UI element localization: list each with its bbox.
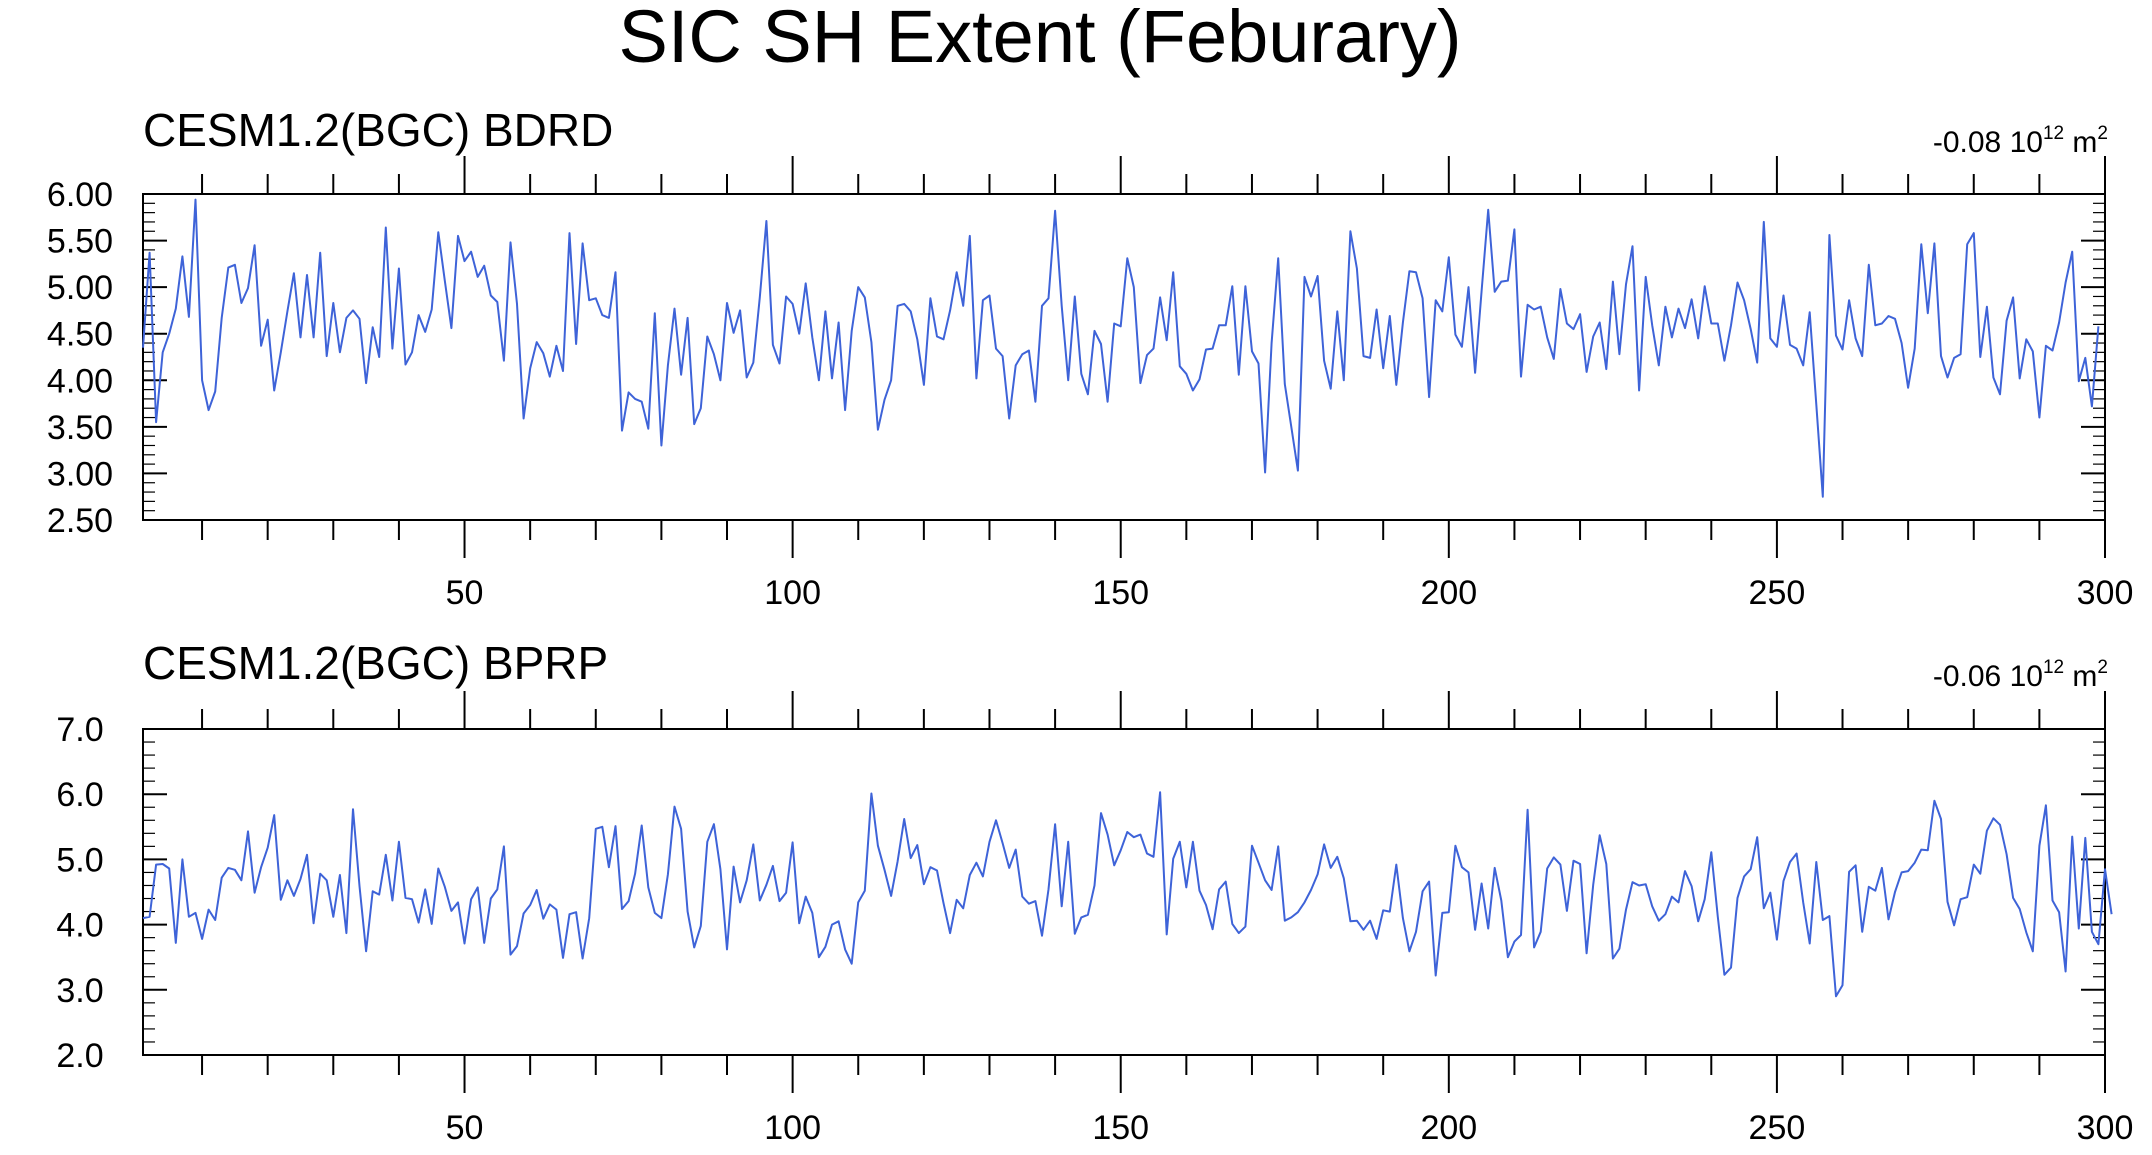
y-tick-label: 3.0 bbox=[56, 972, 103, 1010]
y-tick-label: 2.0 bbox=[56, 1037, 103, 1075]
chart-panel-bdrd: CESM1.2(BGC) BDRD -0.08 1012 m2 2.50 3.00… bbox=[47, 104, 2133, 612]
x-tick-label: 150 bbox=[1092, 574, 1149, 612]
panel-annotation: -0.06 1012 m2 bbox=[1933, 657, 2108, 693]
axes-group: 2.50 3.00 3.50 4.00 4.50 5.00 5.50 6.00 50 100 150… bbox=[47, 156, 2133, 612]
x-tick-label: 300 bbox=[2077, 574, 2134, 612]
plot-frame bbox=[142, 193, 2106, 521]
y-tick-label: 6.00 bbox=[47, 176, 113, 214]
chart-panel-bprp: CESM1.2(BGC) BPRP -0.06 1012 m2 2.0 3.0 4.… bbox=[56, 637, 2133, 1147]
y-tick-label: 4.0 bbox=[56, 907, 103, 945]
panel-title: CESM1.2(BGC) BDRD bbox=[143, 104, 613, 156]
x-tick-label: 50 bbox=[446, 574, 484, 612]
y-tick-label: 5.50 bbox=[47, 223, 113, 261]
x-tick-label: 100 bbox=[764, 574, 821, 612]
y-tick-label: 3.50 bbox=[47, 409, 113, 447]
figure-title: SIC SH Extent (Feburary) bbox=[618, 0, 1461, 78]
y-tick-label: 6.0 bbox=[56, 776, 103, 814]
plot-frame bbox=[142, 728, 2106, 1056]
panel-annotation: -0.08 1012 m2 bbox=[1933, 123, 2108, 159]
y-tick-label: 4.50 bbox=[47, 316, 113, 354]
x-tick-label: 100 bbox=[764, 1109, 821, 1147]
y-tick-label: 4.00 bbox=[47, 362, 113, 400]
y-tick-label: 5.0 bbox=[56, 841, 103, 879]
series-line bbox=[142, 198, 2100, 498]
x-tick-label: 250 bbox=[1749, 1109, 1806, 1147]
y-tick-label: 5.00 bbox=[47, 269, 113, 307]
x-tick-label: 150 bbox=[1092, 1109, 1149, 1147]
x-tick-label: 200 bbox=[1420, 1109, 1477, 1147]
series-line bbox=[142, 791, 2113, 998]
panel-title: CESM1.2(BGC) BPRP bbox=[143, 637, 608, 689]
x-tick-label: 200 bbox=[1420, 574, 1477, 612]
y-tick-label: 3.00 bbox=[47, 455, 113, 493]
x-tick-label: 250 bbox=[1749, 574, 1806, 612]
axes-group: 2.0 3.0 4.0 5.0 6.0 7.0 50 100 150 200 250 300 bbox=[56, 691, 2133, 1147]
x-tick-label: 300 bbox=[2077, 1109, 2134, 1147]
x-tick-label: 50 bbox=[446, 1109, 484, 1147]
y-tick-label: 2.50 bbox=[47, 502, 113, 540]
y-tick-label: 7.0 bbox=[56, 711, 103, 749]
